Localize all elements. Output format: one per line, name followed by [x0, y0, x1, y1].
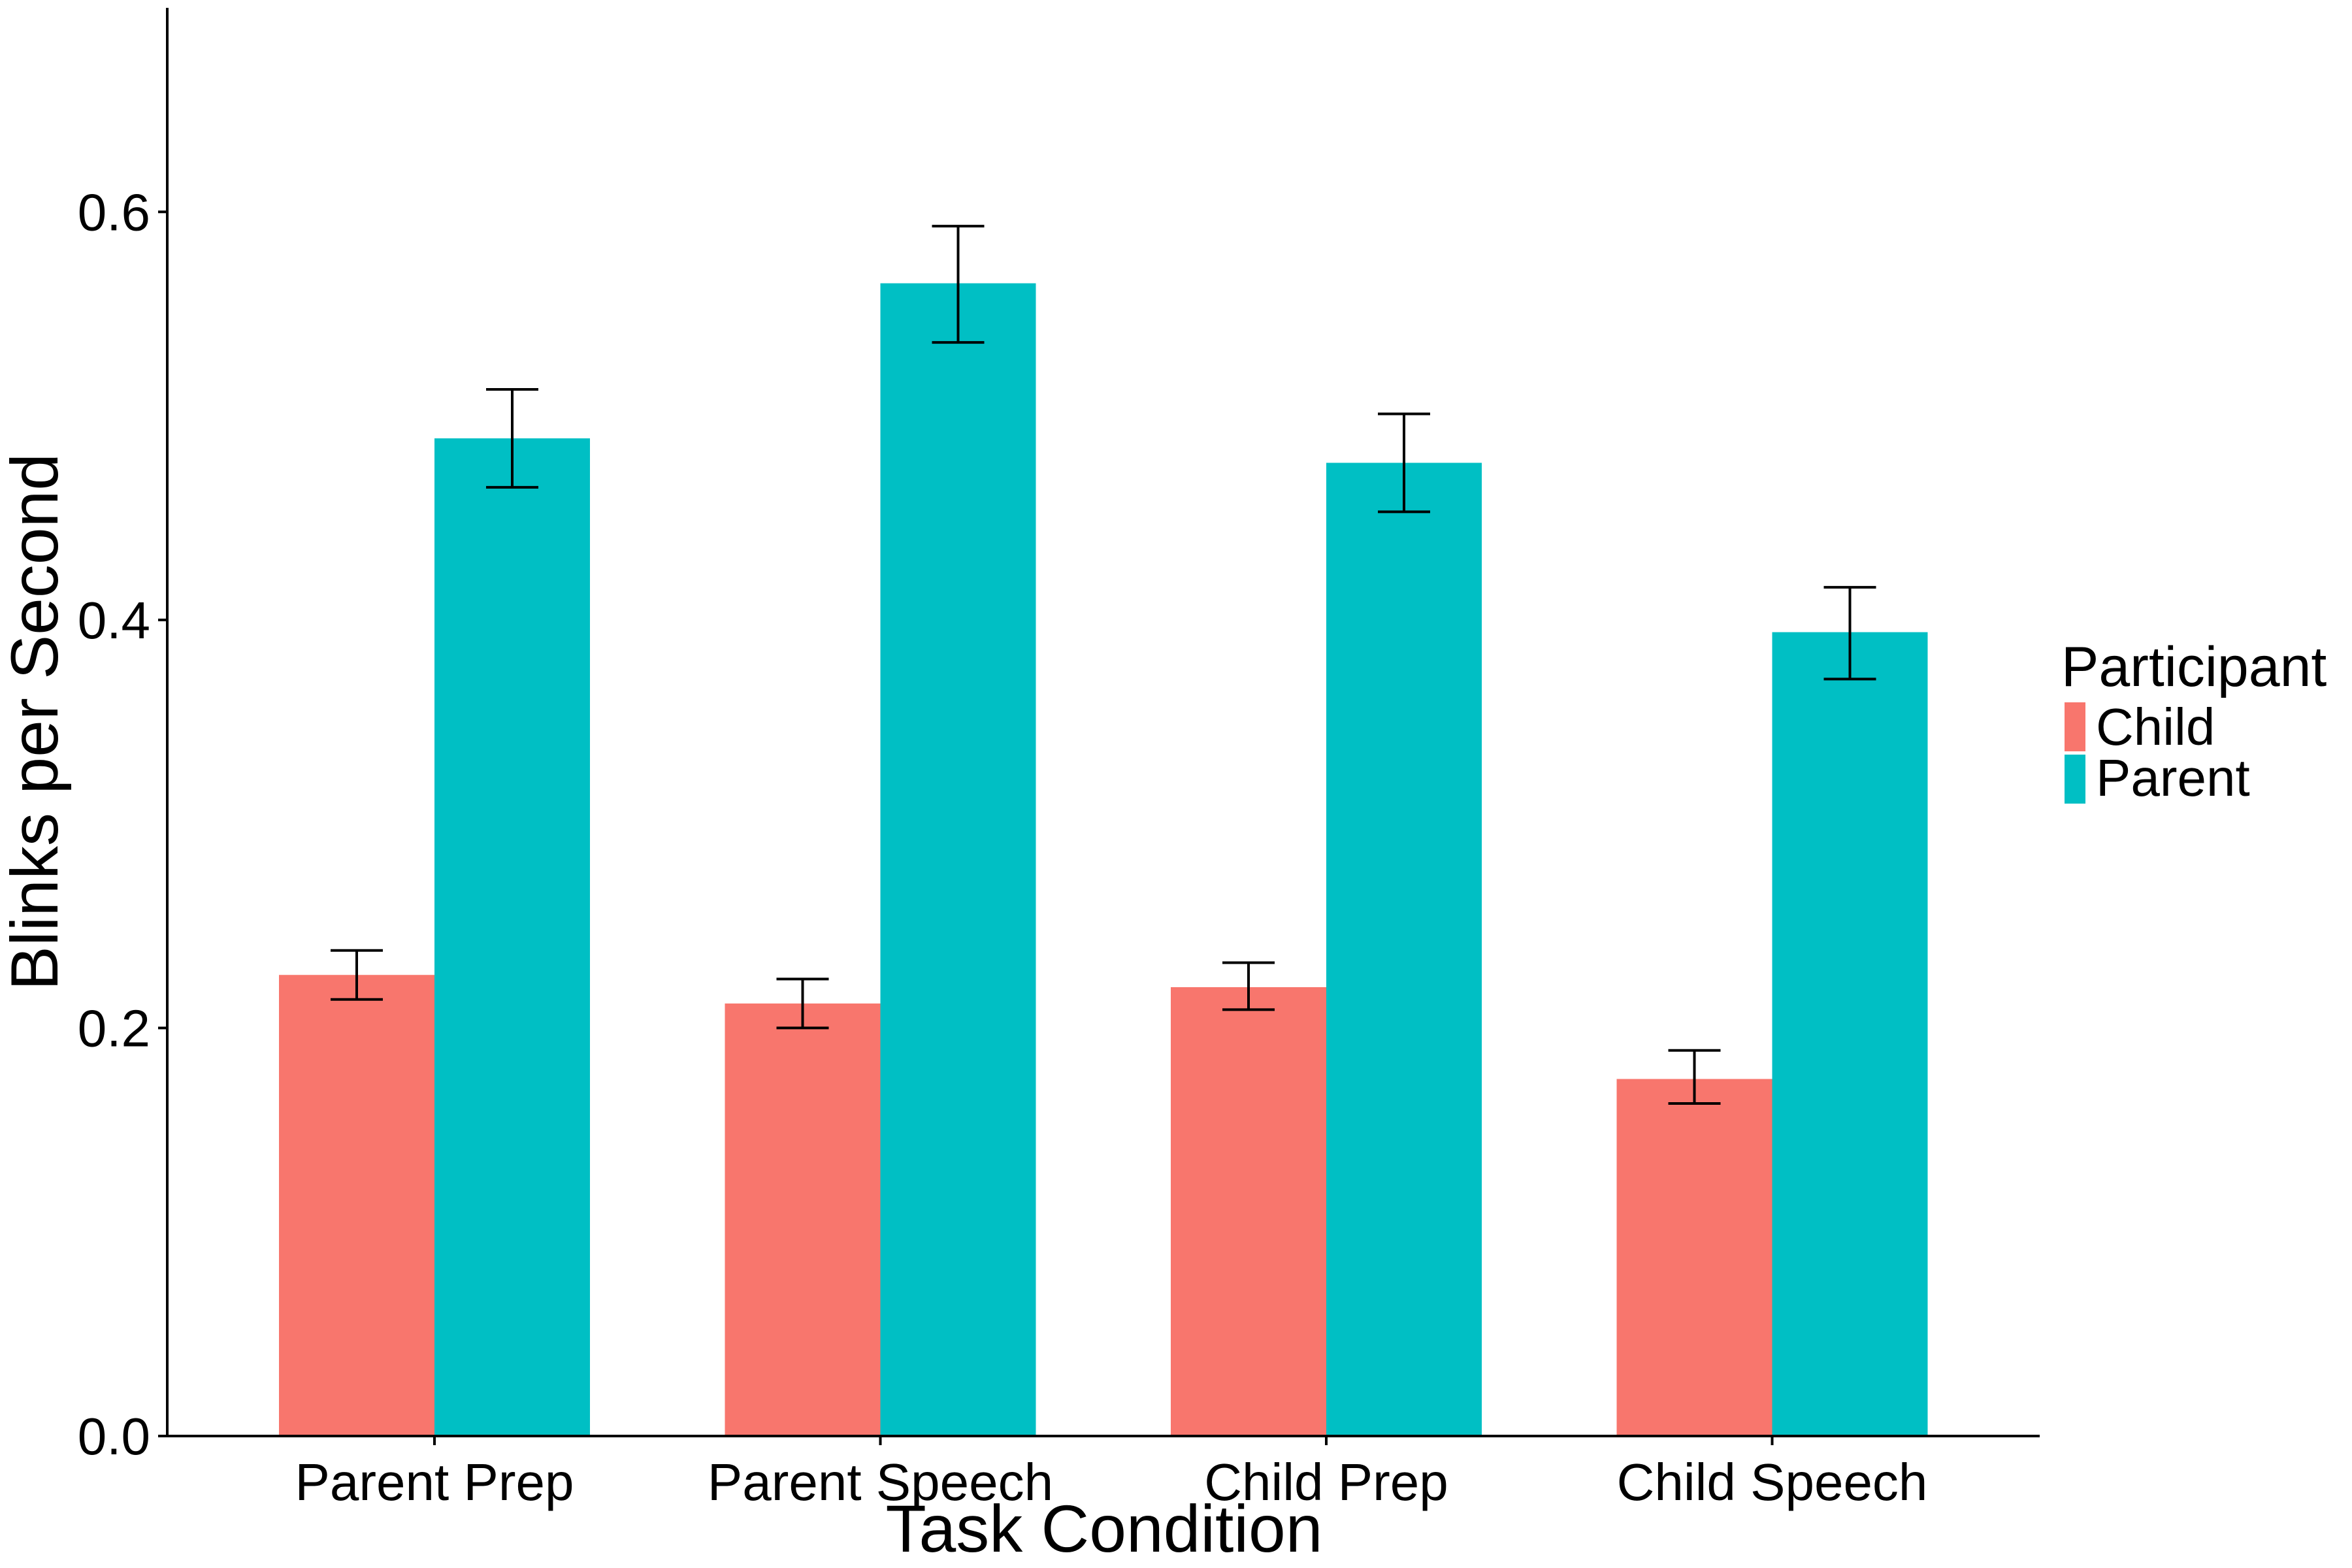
error-bar-parent-4 [1823, 585, 1876, 681]
error-bar-parent-3 [1378, 412, 1430, 514]
x-axis-ticks: Parent Prep Parent Speech Child Prep Child … [295, 1436, 1928, 1511]
y-tick-label: 0.4 [78, 591, 150, 649]
legend-title: Participant [2061, 636, 2327, 698]
y-tick-label: 0.0 [78, 1407, 150, 1465]
bar-child-4 [1616, 1079, 1772, 1436]
plot-area [279, 225, 1928, 1437]
x-tick-label: Parent Speech [708, 1453, 1053, 1511]
error-bar-child-1 [331, 949, 383, 1001]
legend-label-parent: Parent [2096, 749, 2250, 807]
error-bar-child-3 [1222, 961, 1275, 1011]
bar-parent-4 [1772, 632, 1928, 1437]
legend-swatch-child [2065, 702, 2085, 751]
legend: Participant Child Parent [2061, 636, 2327, 807]
y-axis-ticks: 0.0 0.2 0.4 0.6 [78, 183, 167, 1465]
bar-parent-1 [434, 438, 590, 1436]
y-tick-label: 0.2 [78, 999, 150, 1057]
bar-parent-2 [880, 283, 1036, 1437]
error-bar-parent-2 [932, 225, 985, 344]
legend-swatch-parent [2065, 755, 2085, 804]
bar-parent-3 [1326, 463, 1482, 1436]
x-axis-title: Task Condition [885, 1492, 1322, 1566]
legend-label-child: Child [2096, 698, 2215, 756]
error-bar-parent-1 [486, 387, 538, 489]
x-tick-label: Child Speech [1617, 1453, 1928, 1511]
error-bar-child-4 [1668, 1049, 1721, 1105]
bar-child-3 [1171, 987, 1326, 1436]
x-tick-label: Child Prep [1204, 1453, 1448, 1511]
bar-child-1 [279, 975, 434, 1436]
error-bar-child-2 [776, 977, 829, 1030]
bar-child-2 [725, 1003, 881, 1436]
x-tick-label: Parent Prep [295, 1453, 574, 1511]
y-axis-title: Blinks per Second [0, 453, 72, 990]
y-tick-label: 0.6 [78, 183, 150, 241]
